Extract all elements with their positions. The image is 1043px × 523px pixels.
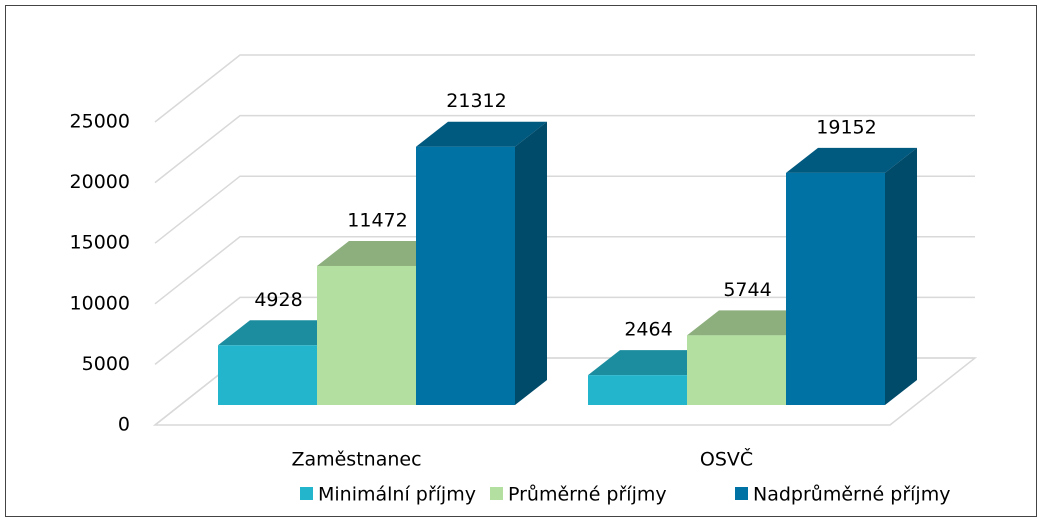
grid-line [154,236,975,305]
bar [416,146,515,406]
data-label: 11472 [347,209,407,231]
bar [786,172,885,405]
bar-side [515,121,547,406]
data-label: 5744 [723,279,771,301]
legend-label: Průměrné příjmy [508,484,667,506]
bar-top [687,310,818,336]
bar-top [317,240,448,266]
bar-top [588,350,719,376]
bar [218,345,317,405]
legend-swatch [490,487,503,500]
bar-top [218,320,349,346]
grid-line [154,296,975,365]
x-tick-label: Zaměstnanec [291,449,421,471]
legend-swatch [735,487,748,500]
y-tick-label: 0 [118,414,130,436]
bar-top [416,121,547,147]
y-tick-label: 15000 [70,232,130,254]
grid-line [154,54,975,123]
bar [687,335,786,405]
data-label: 2464 [624,319,672,341]
legend-label: Minimální příjmy [318,484,476,506]
x-tick-label: OSVČ [700,447,753,471]
bar-top [786,147,917,173]
bar [317,265,416,405]
legend-label: Nadprůměrné příjmy [753,484,950,506]
bar [588,375,687,405]
grid-line [154,175,975,244]
data-label: 19152 [816,116,876,138]
data-label: 21312 [446,90,506,112]
y-tick-label: 20000 [70,171,130,193]
data-label: 4928 [254,289,302,311]
grid-line [154,114,975,184]
bar-side [885,147,917,406]
y-tick-label: 5000 [82,353,130,375]
y-tick-label: 25000 [70,111,130,133]
y-tick-label: 10000 [70,292,130,314]
legend-swatch [300,487,313,500]
